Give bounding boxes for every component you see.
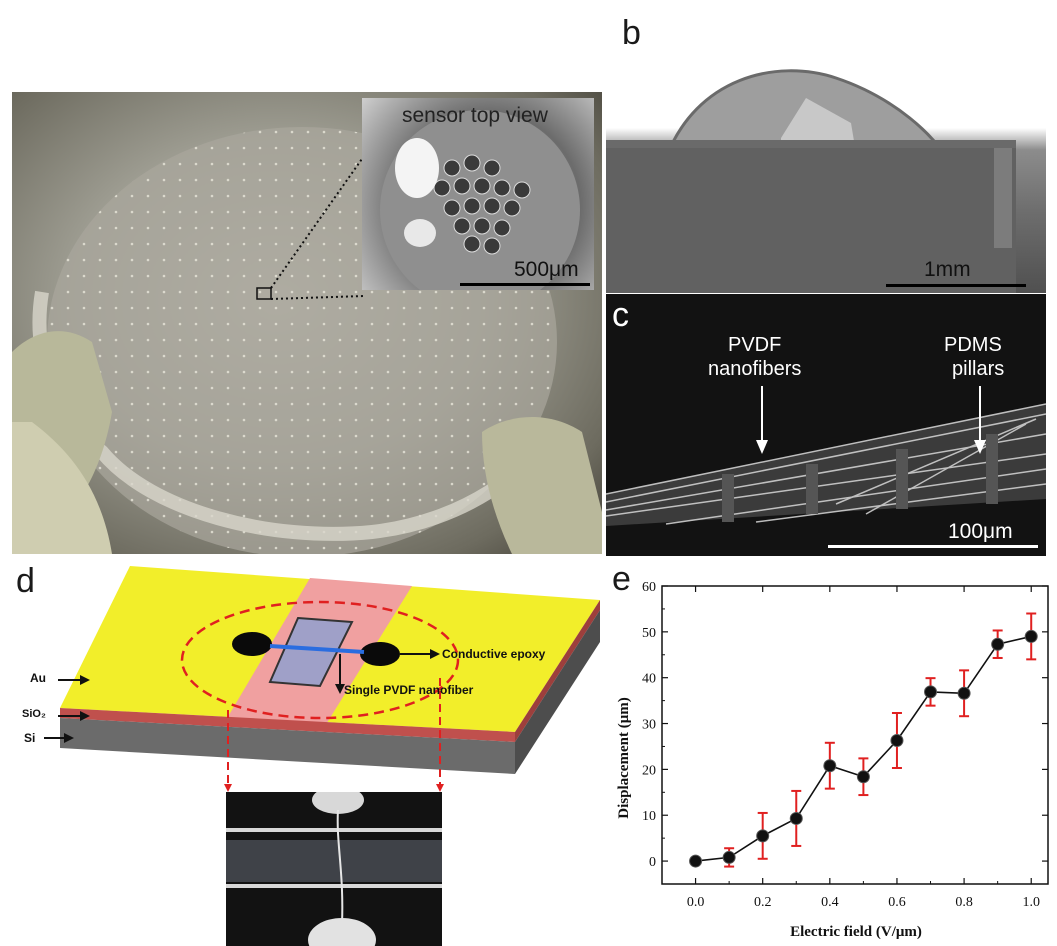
panel-c-scale-label: 100μm — [948, 520, 1013, 543]
plot-frame — [661, 585, 1049, 885]
panel-c-scale-bar — [828, 545, 1038, 548]
displacement-chart: Displacement (μm) Electric field (V/μm) … — [616, 580, 1049, 940]
data-point — [823, 759, 837, 773]
annotation-arrows — [756, 386, 986, 454]
y-tick-label: 0 — [649, 855, 656, 870]
inset-scale-label: 500μm — [514, 258, 579, 281]
gap-window — [268, 616, 354, 688]
panel-d-letter: d — [16, 562, 35, 600]
sem-fiber-photo: PVDF nanofibers PDMS pillars 100μm — [606, 294, 1046, 556]
device-schematic — [44, 566, 600, 792]
y-tick-label: 20 — [642, 763, 656, 778]
y-tick-label: 30 — [642, 718, 656, 733]
x-tick-label: 0.0 — [687, 895, 705, 910]
data-point — [991, 637, 1005, 651]
y-axis-label: Displacement (μm) — [616, 697, 632, 818]
dashed-ellipse — [180, 600, 460, 720]
data-point — [856, 770, 870, 784]
sio2-label: SiO₂ — [22, 708, 46, 720]
data-point — [1024, 629, 1038, 643]
data-point — [789, 811, 803, 825]
au-label: Au — [30, 671, 46, 685]
data-point — [924, 685, 938, 699]
epoxy-left — [232, 632, 272, 656]
x-tick-label: 0.4 — [821, 895, 839, 910]
inset-title: sensor top view — [402, 104, 548, 127]
panel-e-letter: e — [612, 560, 631, 598]
droplet-side-photo: 1mm — [606, 18, 1046, 293]
si-label: Si — [24, 731, 36, 745]
panel-b-scale-bar — [886, 284, 1026, 287]
panel-b-letter: b — [622, 14, 641, 52]
series-line — [695, 635, 1032, 862]
silicon-layer — [60, 718, 515, 774]
inset-scale-bar — [460, 283, 590, 286]
y-tick-label: 40 — [642, 672, 656, 687]
pvdf-label-line2: nanofibers — [708, 358, 802, 380]
x-tick-label: 0.2 — [754, 895, 772, 910]
x-tick-label: 1.0 — [1022, 895, 1040, 910]
panel-c-letter: c — [612, 296, 629, 334]
data-point — [689, 854, 703, 868]
nanofiber-line — [269, 644, 365, 654]
data-point — [722, 850, 736, 864]
panel-b-scale-label: 1mm — [924, 258, 971, 281]
y-tick-label: 10 — [642, 809, 656, 824]
sensor-top-view-inset: sensor top view 500μm — [362, 98, 594, 290]
y-tick-label: 60 — [642, 580, 656, 595]
pvdf-label-line1: PVDF — [728, 334, 782, 356]
x-axis-label: Electric field (V/μm) — [790, 924, 922, 940]
x-tick-label: 0.6 — [888, 895, 906, 910]
pdms-label-line2: pillars — [952, 358, 1005, 380]
fiber-device-photo — [226, 792, 442, 946]
epoxy-right — [360, 642, 400, 666]
data-point — [756, 829, 770, 843]
data-point — [957, 686, 971, 700]
conductive-epoxy-label: Conductive epoxy — [442, 647, 546, 661]
data-point — [890, 734, 904, 748]
pdms-label-line1: PDMS — [944, 334, 1002, 356]
single-fiber-label: Single PVDF nanofiber — [344, 683, 474, 697]
y-tick-label: 50 — [642, 626, 656, 641]
zoom-box — [256, 287, 272, 300]
oxide-layer — [60, 708, 515, 742]
x-tick-label: 0.8 — [955, 895, 973, 910]
